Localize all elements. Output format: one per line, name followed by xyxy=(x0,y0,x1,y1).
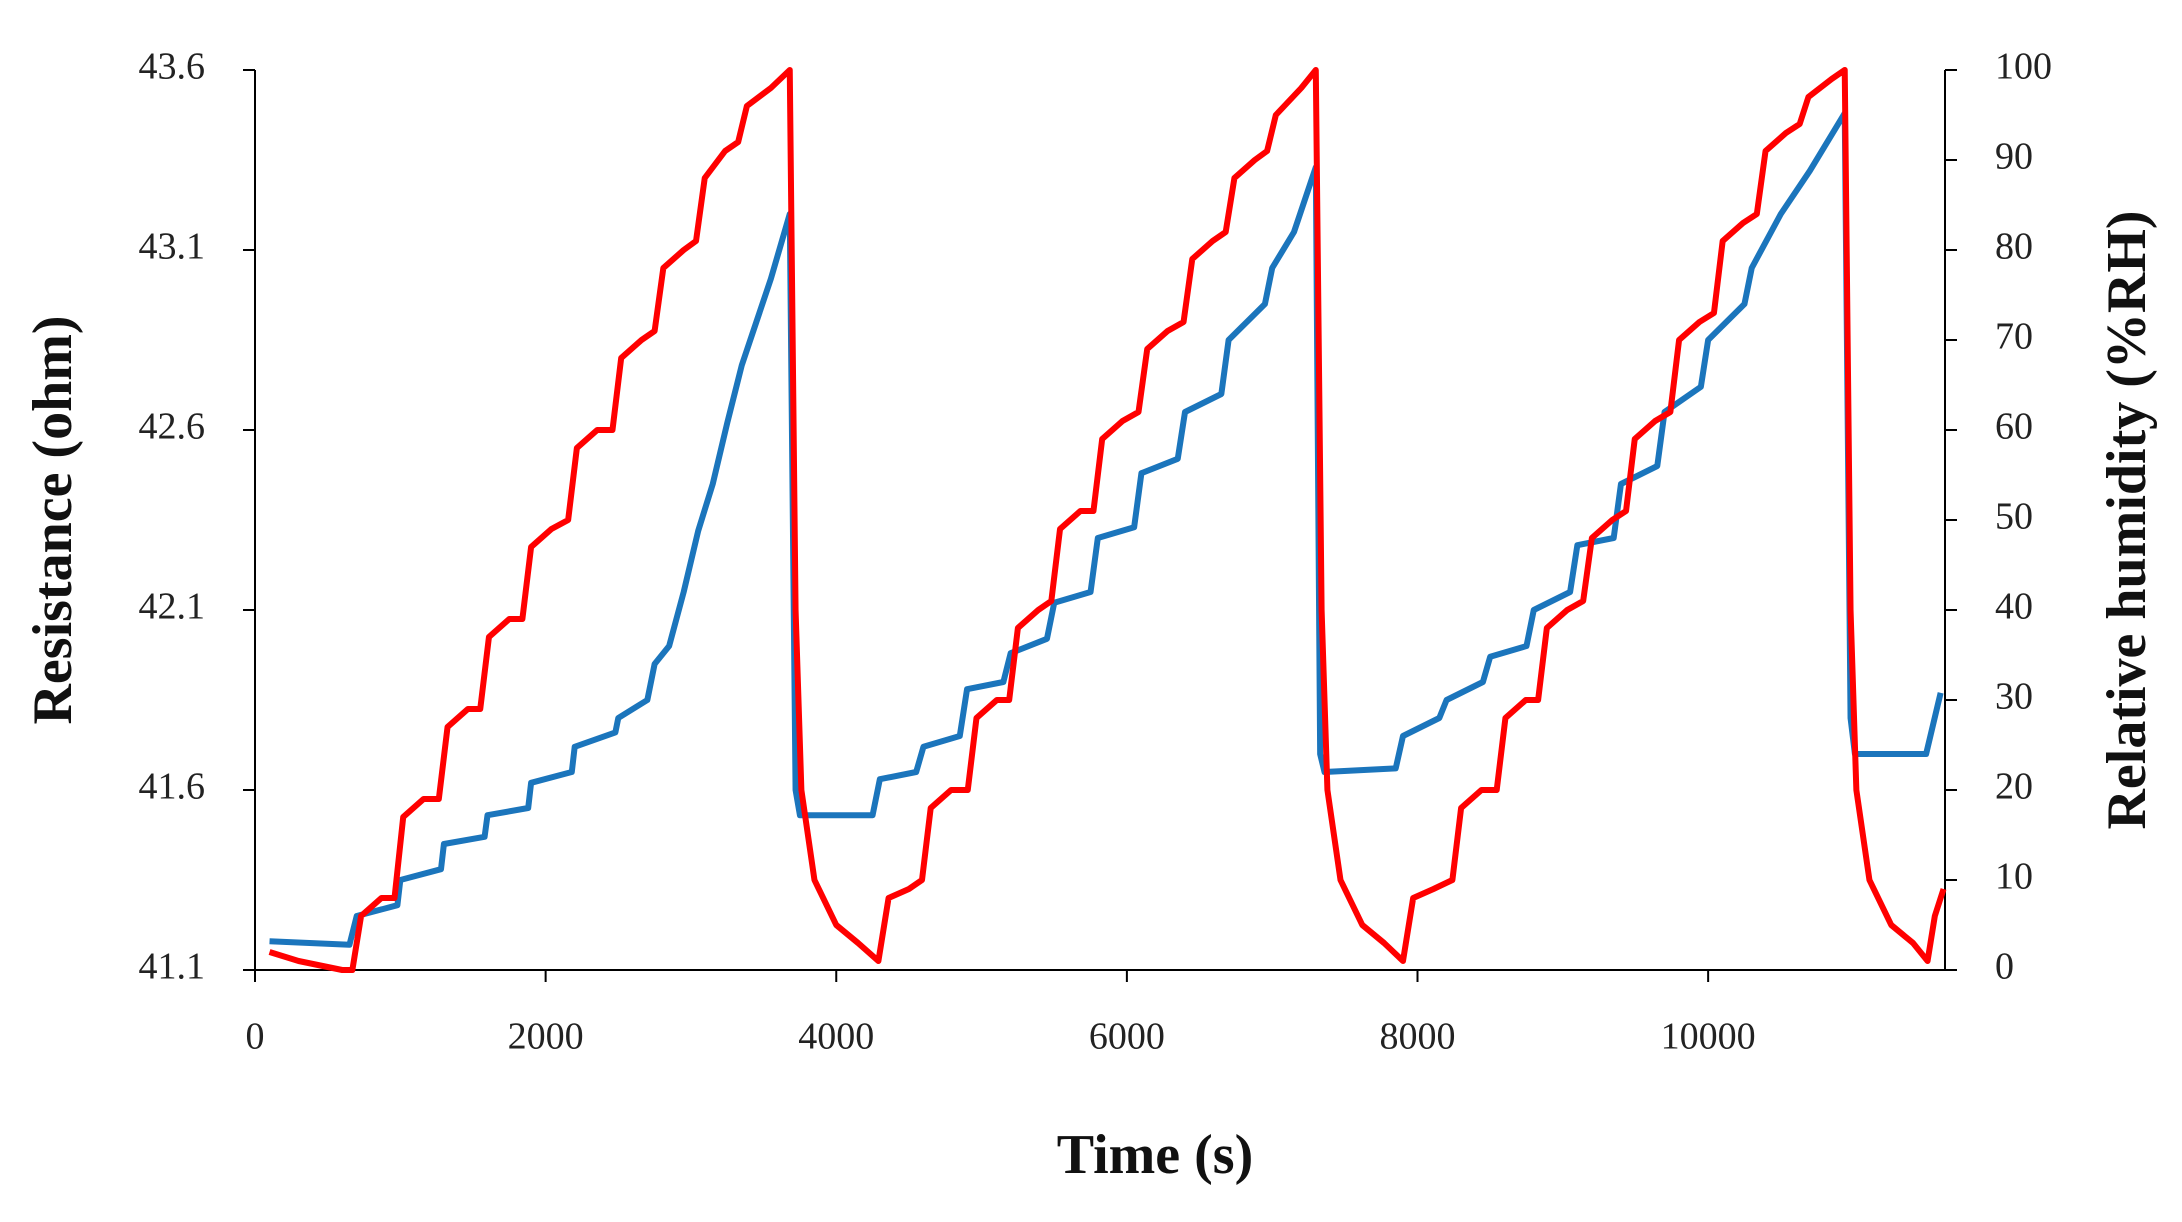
y2-tick-label: 0 xyxy=(1995,946,2014,988)
y-axis-label: Resistance (ohm) xyxy=(22,315,84,724)
y-tick-label: 43.6 xyxy=(139,46,206,88)
y-tick-label: 42.1 xyxy=(139,586,206,628)
y2-tick-label: 80 xyxy=(1995,226,2033,268)
y-tick-label: 42.6 xyxy=(139,406,206,448)
x-tick-label: 8000 xyxy=(1380,1016,1456,1058)
x-tick-label: 10000 xyxy=(1661,1016,1756,1058)
y2-tick-label: 40 xyxy=(1995,586,2033,628)
x-tick-label: 2000 xyxy=(508,1016,584,1058)
series-line xyxy=(269,110,1944,948)
y2-tick-label: 60 xyxy=(1995,406,2033,448)
x-axis-label: Time (s) xyxy=(1057,1124,1254,1186)
y2-tick-label: 90 xyxy=(1995,136,2033,178)
y2-tick-label: 30 xyxy=(1995,676,2033,718)
series-line xyxy=(268,67,1947,973)
y-tick-label: 43.1 xyxy=(139,226,206,268)
y-tick-label: 41.1 xyxy=(139,946,206,988)
x-tick-label: 0 xyxy=(246,1016,265,1058)
y2-tick-label: 20 xyxy=(1995,766,2033,808)
x-tick-label: 4000 xyxy=(798,1016,874,1058)
x-tick-label: 6000 xyxy=(1089,1016,1165,1058)
y2-tick-label: 50 xyxy=(1995,496,2033,538)
y-tick-label: 41.6 xyxy=(139,766,206,808)
y2-tick-label: 70 xyxy=(1995,316,2033,358)
y2-tick-label: 100 xyxy=(1995,46,2052,88)
y2-axis-label: Relative humidity (%RH) xyxy=(2096,210,2158,829)
y2-tick-label: 10 xyxy=(1995,856,2033,898)
